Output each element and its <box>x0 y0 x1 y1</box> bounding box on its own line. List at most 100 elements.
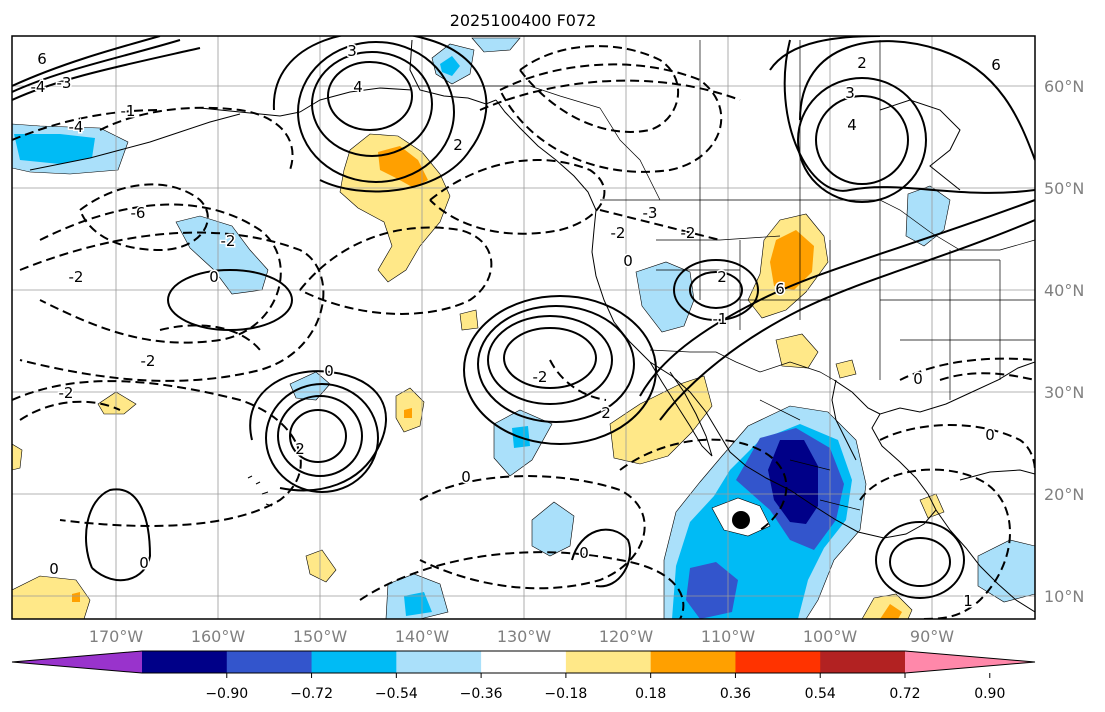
colorbar-segment <box>735 651 821 673</box>
shade-positive <box>97 391 137 415</box>
contour-positive <box>673 259 759 321</box>
contour-negative <box>99 106 294 171</box>
contour-positive <box>799 40 1035 161</box>
colorbar-tick-label: −0.72 <box>290 686 333 702</box>
contour-value-label: -2 <box>141 352 156 370</box>
contour-positive <box>463 295 657 445</box>
contour-positive <box>815 95 909 185</box>
contour-positive <box>277 395 363 477</box>
colorbar-tick-label: 0.36 <box>720 686 751 702</box>
colorbar-tick-label: −0.90 <box>205 686 248 702</box>
political-borders <box>412 40 1035 511</box>
contour-value-label: 0 <box>913 370 923 388</box>
lat-label: 60°N <box>1044 77 1084 96</box>
contour-positive <box>875 521 965 599</box>
colorbar-extend-low <box>12 651 142 673</box>
colorbar-segment <box>565 651 652 673</box>
contour-negative <box>479 79 741 241</box>
contour-value-label: 4 <box>847 116 857 134</box>
shade-negative <box>14 134 95 164</box>
contour-value-label: -1 <box>713 310 728 328</box>
colorbar-segment <box>142 651 228 673</box>
colorbar-tick-label: −0.54 <box>375 686 418 702</box>
contour-value-label: -2 <box>533 368 548 386</box>
shade-positive <box>880 604 902 619</box>
contour-value-label: 2 <box>295 440 305 458</box>
lon-label: 130°W <box>497 627 552 646</box>
contour-value-label: 0 <box>623 252 633 270</box>
lon-label: 160°W <box>191 627 246 646</box>
contour-positive <box>272 36 488 193</box>
border-canada-provinces <box>599 40 881 201</box>
contour-positive <box>659 219 1035 421</box>
contour-value-label: -3 <box>57 74 72 92</box>
shade-negative <box>768 440 818 524</box>
shade-positive <box>770 230 814 290</box>
contour-negative <box>519 45 679 133</box>
contour-negative <box>549 359 607 401</box>
lon-label: 150°W <box>293 627 348 646</box>
contour-value-label: 0 <box>139 554 149 572</box>
contour-positive <box>12 36 201 101</box>
contour-value-label: 2 <box>453 136 463 154</box>
contour-value-label: 4 <box>353 78 363 96</box>
coastline-caribbean <box>959 469 1035 481</box>
lat-label: 40°N <box>1044 281 1084 300</box>
contour-value-label: 0 <box>579 544 589 562</box>
shade-negative <box>905 185 951 247</box>
lon-label: 90°W <box>910 627 954 646</box>
contour-negative <box>299 226 493 315</box>
contour-value-label: 3 <box>845 84 855 102</box>
shade-positive <box>378 146 428 188</box>
contour-value-label: -2 <box>221 232 236 250</box>
contour-negative <box>19 324 261 421</box>
colorbar-segment <box>226 651 313 673</box>
contour-value-label: -1 <box>121 102 136 120</box>
map-frame <box>11 35 1036 620</box>
shade-positive <box>835 359 857 379</box>
shade-positive <box>72 592 80 602</box>
border-us-mexico <box>649 349 835 381</box>
contour-value-label: -2 <box>59 384 74 402</box>
lon-label: 140°W <box>395 627 450 646</box>
contour-value-label: -3 <box>643 204 658 222</box>
storm-center-marker <box>732 511 750 529</box>
latitude-axis: 60°N 50°N 40°N 30°N 20°N 10°N <box>1044 77 1084 606</box>
lon-label: 100°W <box>803 627 858 646</box>
coastline-central-america <box>935 509 1035 613</box>
longitude-axis: 170°W 160°W 150°W 140°W 130°W 120°W 110°W 100°W… <box>89 627 954 646</box>
contour-value-label: -2 <box>681 224 696 242</box>
contour-negative <box>499 63 723 173</box>
shade-positive <box>459 309 479 331</box>
contour-value-label: 3 <box>347 42 357 60</box>
contour-positive <box>639 199 1035 397</box>
contour-negative <box>12 380 302 527</box>
lat-label: 20°N <box>1044 485 1084 504</box>
lat-label: 50°N <box>1044 179 1084 198</box>
lon-label: 110°W <box>701 627 756 646</box>
shade-positive <box>12 443 23 471</box>
contour-value-label: 2 <box>717 268 727 286</box>
contour-lines <box>12 36 1035 619</box>
contour-positive <box>249 370 387 492</box>
contour-value-label: 0 <box>324 362 334 380</box>
map-background <box>12 36 1035 619</box>
graticule <box>12 36 1035 619</box>
map-panel: -4 -3-4-6-2-2-2-2-3-2 -2000000000-1-1-2222… <box>12 36 1035 619</box>
contour-positive <box>487 315 613 405</box>
coastline-hawaii <box>247 475 273 507</box>
shade-negative <box>686 562 738 619</box>
contour-positive <box>689 271 743 309</box>
contour-positive <box>797 77 927 203</box>
contour-negative <box>899 357 1035 381</box>
contour-value-label: 6 <box>775 280 785 298</box>
contour-value-label: -4 <box>69 118 84 136</box>
contour-value-label: 6 <box>991 56 1001 74</box>
contour-value-label: 0 <box>461 468 471 486</box>
colorbar-extend-high <box>905 651 1035 673</box>
colorbar-segment <box>650 651 736 673</box>
border-us-canada <box>600 199 1035 251</box>
contour-value-label: -4 <box>31 78 46 96</box>
plot-title: 2025100400 F072 <box>450 11 597 30</box>
